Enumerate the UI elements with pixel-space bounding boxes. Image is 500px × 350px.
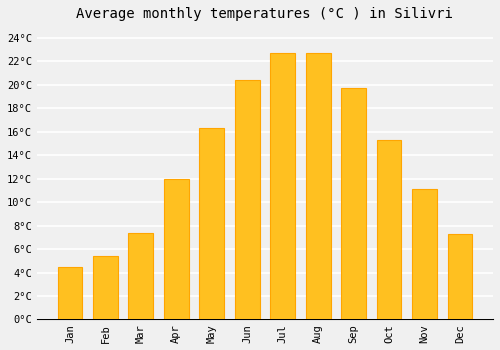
Bar — [235, 80, 260, 320]
Bar — [128, 233, 154, 320]
Bar — [412, 189, 437, 320]
Title: Average monthly temperatures (°C ) in Silivri: Average monthly temperatures (°C ) in Si… — [76, 7, 454, 21]
Bar — [341, 89, 366, 320]
Bar — [376, 140, 402, 320]
Bar — [306, 53, 330, 320]
Bar — [270, 53, 295, 320]
Bar — [200, 128, 224, 320]
Bar — [58, 267, 82, 320]
Bar — [164, 179, 188, 320]
Bar — [448, 234, 472, 320]
Bar — [93, 256, 118, 320]
